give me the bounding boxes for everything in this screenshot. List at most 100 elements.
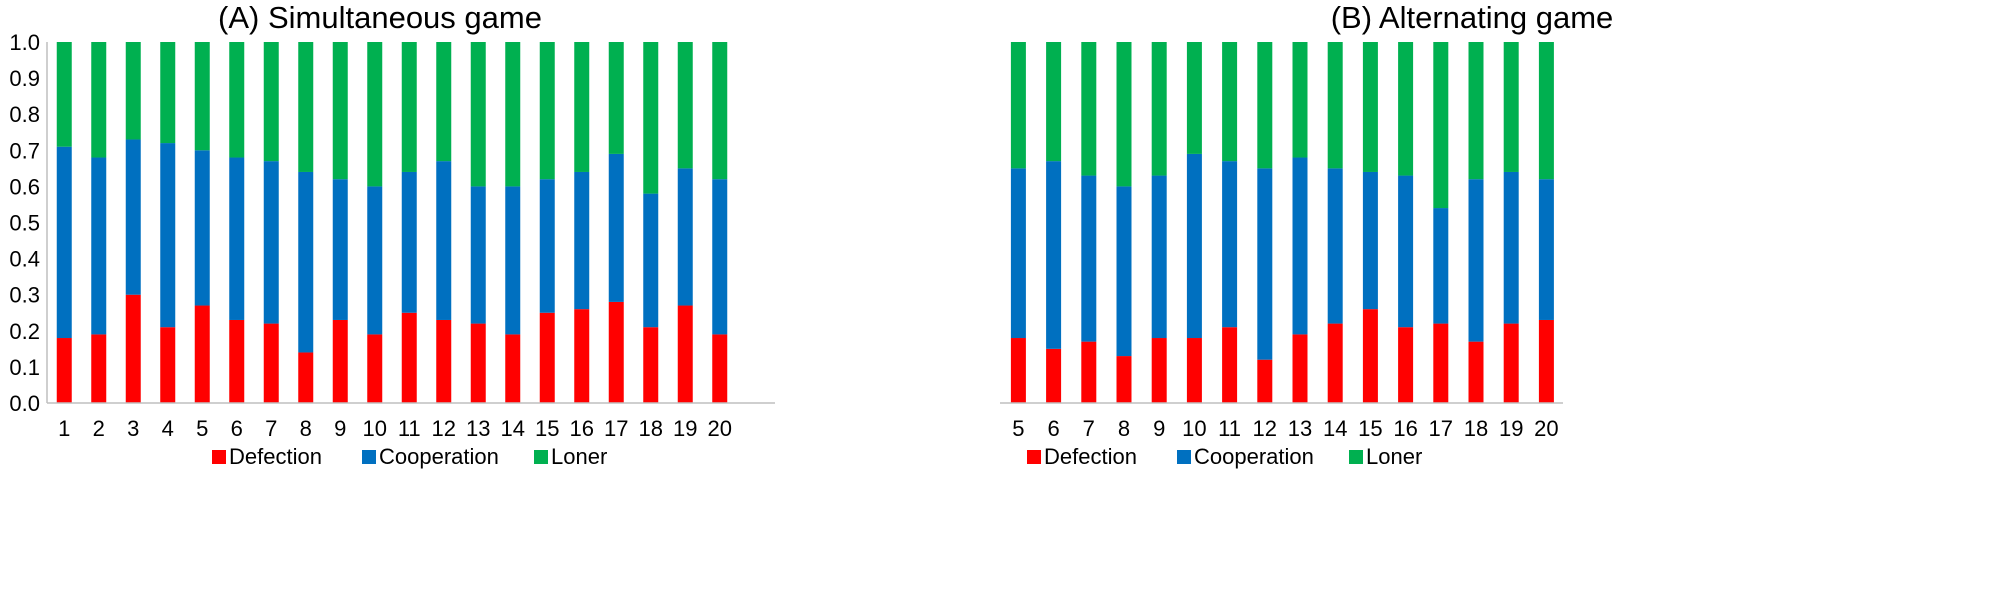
y-tick-label: 0.8 bbox=[9, 102, 40, 127]
bar-cooperation-16 bbox=[574, 171, 590, 310]
x-tick-label: 12 bbox=[1253, 416, 1277, 441]
bar-defection-2 bbox=[91, 334, 107, 403]
x-tick-label: 8 bbox=[300, 416, 312, 441]
bar-cooperation-5 bbox=[1010, 168, 1026, 339]
x-tick-label: 9 bbox=[334, 416, 346, 441]
bar-defection-20 bbox=[1538, 319, 1554, 403]
bar-defection-18 bbox=[1468, 341, 1484, 403]
bar-cooperation-14 bbox=[505, 186, 521, 335]
x-tick-label: 13 bbox=[1288, 416, 1312, 441]
bar-loner-19 bbox=[1503, 42, 1519, 172]
x-tick-label: 19 bbox=[673, 416, 697, 441]
x-tick-label: 11 bbox=[1218, 416, 1241, 441]
x-tick-label: 2 bbox=[93, 416, 105, 441]
bar-cooperation-20 bbox=[712, 179, 728, 335]
bar-cooperation-19 bbox=[1503, 171, 1519, 324]
bar-cooperation-18 bbox=[643, 193, 659, 328]
bar-defection-11 bbox=[1222, 327, 1238, 403]
bar-cooperation-4 bbox=[160, 143, 176, 328]
x-tick-label: 6 bbox=[231, 416, 243, 441]
bar-loner-10 bbox=[1186, 42, 1202, 154]
legend-swatch-defection bbox=[212, 450, 226, 464]
bar-cooperation-7 bbox=[263, 161, 279, 324]
y-tick-label: 0.3 bbox=[9, 283, 40, 308]
bar-defection-16 bbox=[1398, 327, 1414, 403]
x-tick-label: 19 bbox=[1499, 416, 1523, 441]
bar-cooperation-10 bbox=[1186, 153, 1202, 339]
legend-swatch-cooperation bbox=[362, 450, 376, 464]
legend-label-cooperation: Cooperation bbox=[1194, 444, 1314, 469]
x-tick-label: 20 bbox=[1534, 416, 1558, 441]
x-tick-label: 13 bbox=[466, 416, 490, 441]
x-tick-label: 10 bbox=[363, 416, 387, 441]
bar-defection-3 bbox=[125, 294, 141, 403]
bar-loner-2 bbox=[91, 42, 107, 158]
bar-defection-19 bbox=[677, 305, 693, 403]
bar-loner-16 bbox=[574, 42, 590, 172]
bar-loner-5 bbox=[1010, 42, 1026, 169]
x-tick-label: 16 bbox=[1393, 416, 1417, 441]
x-tick-label: 14 bbox=[501, 416, 525, 441]
bar-defection-20 bbox=[712, 334, 728, 403]
bar-cooperation-19 bbox=[677, 168, 693, 306]
bar-cooperation-16 bbox=[1398, 175, 1414, 328]
x-tick-label: 20 bbox=[708, 416, 732, 441]
bar-defection-12 bbox=[436, 319, 452, 403]
x-tick-label: 9 bbox=[1153, 416, 1165, 441]
legend-swatch-loner bbox=[1349, 450, 1363, 464]
bar-defection-15 bbox=[1362, 309, 1378, 403]
bar-loner-1 bbox=[56, 42, 72, 147]
x-tick-label: 4 bbox=[162, 416, 174, 441]
bar-cooperation-17 bbox=[1433, 208, 1449, 324]
bar-loner-20 bbox=[1538, 42, 1554, 180]
bar-cooperation-12 bbox=[436, 161, 452, 320]
bar-defection-9 bbox=[332, 319, 348, 403]
bar-loner-10 bbox=[367, 42, 383, 187]
x-tick-label: 12 bbox=[432, 416, 456, 441]
bar-cooperation-13 bbox=[470, 186, 486, 324]
legend-label-loner: Loner bbox=[1366, 444, 1422, 469]
bar-loner-18 bbox=[643, 42, 659, 194]
bar-cooperation-2 bbox=[91, 157, 107, 335]
bar-loner-13 bbox=[1292, 42, 1308, 158]
bar-defection-17 bbox=[608, 301, 624, 403]
bar-defection-5 bbox=[194, 305, 210, 403]
bar-cooperation-8 bbox=[1116, 186, 1132, 357]
panel-alternating-game: (B) Alternating game 0.00.10.20.30.40.50… bbox=[1000, 0, 2001, 610]
bar-cooperation-17 bbox=[608, 153, 624, 302]
bar-cooperation-7 bbox=[1081, 175, 1097, 342]
y-tick-label: 0.5 bbox=[9, 211, 40, 236]
bar-loner-15 bbox=[539, 42, 555, 180]
x-tick-label: 7 bbox=[265, 416, 277, 441]
y-tick-label: 0.9 bbox=[9, 66, 40, 91]
x-tick-label: 5 bbox=[196, 416, 208, 441]
legend-swatch-loner bbox=[534, 450, 548, 464]
bar-defection-17 bbox=[1433, 323, 1449, 403]
bar-loner-14 bbox=[1327, 42, 1343, 169]
bar-loner-7 bbox=[1081, 42, 1097, 176]
bar-cooperation-18 bbox=[1468, 179, 1484, 342]
bar-defection-12 bbox=[1257, 359, 1273, 403]
bar-cooperation-11 bbox=[1222, 161, 1238, 328]
bar-defection-7 bbox=[263, 323, 279, 403]
bar-loner-17 bbox=[1433, 42, 1449, 209]
bar-cooperation-8 bbox=[298, 171, 314, 353]
x-tick-label: 14 bbox=[1323, 416, 1347, 441]
x-tick-label: 7 bbox=[1083, 416, 1095, 441]
bar-loner-8 bbox=[298, 42, 314, 172]
bar-loner-3 bbox=[125, 42, 141, 140]
bar-cooperation-9 bbox=[332, 179, 348, 320]
bar-loner-15 bbox=[1362, 42, 1378, 172]
legend-label-cooperation: Cooperation bbox=[379, 444, 499, 469]
bar-cooperation-6 bbox=[229, 157, 245, 320]
x-tick-label: 15 bbox=[1358, 416, 1382, 441]
y-tick-label: 0.7 bbox=[9, 138, 40, 163]
bar-defection-14 bbox=[1327, 323, 1343, 403]
x-tick-label: 18 bbox=[1464, 416, 1488, 441]
bar-loner-4 bbox=[160, 42, 176, 144]
x-tick-label: 8 bbox=[1118, 416, 1130, 441]
bar-loner-12 bbox=[1257, 42, 1273, 169]
y-tick-label: 0.0 bbox=[9, 391, 40, 416]
x-tick-label: 17 bbox=[604, 416, 628, 441]
bar-loner-9 bbox=[1151, 42, 1167, 176]
